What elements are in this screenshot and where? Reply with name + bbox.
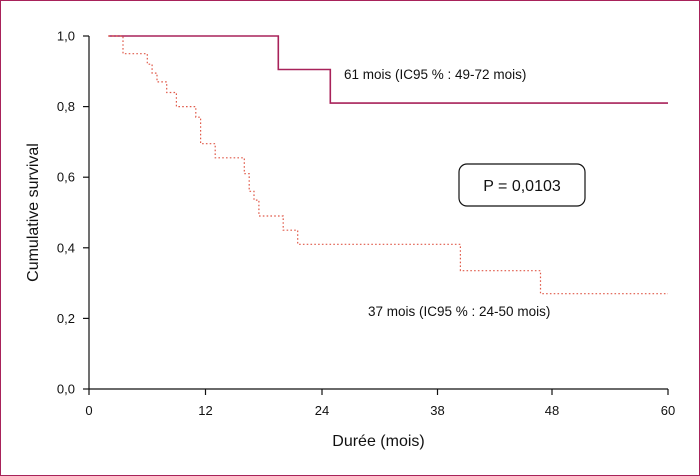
x-tick-label: 24 (315, 403, 329, 418)
y-tick-label: 0,4 (57, 240, 75, 255)
lower-survival-curve (108, 35, 668, 295)
axes (88, 36, 668, 390)
pvalue-text: P = 0,0103 (483, 178, 561, 195)
x-tick-label: 48 (545, 403, 559, 418)
upper-survival-curve (108, 35, 668, 104)
x-tick-label: 12 (198, 403, 212, 418)
y-ticks: 0,0 0,2 0,4 0,6 0,8 1,0 (57, 29, 89, 397)
lower-curve-annotation: 37 mois (IC95 % : 24-50 mois) (368, 304, 550, 319)
y-tick-label: 0,8 (57, 99, 75, 114)
pvalue-box: P = 0,0103 (458, 163, 586, 207)
y-tick-label: 1,0 (57, 29, 75, 44)
y-axis-title: Cumulative survival (25, 143, 42, 282)
y-tick-label: 0,0 (57, 382, 75, 397)
y-tick-label: 0,2 (57, 311, 75, 326)
x-ticks: 0 12 24 38 48 60 (85, 389, 675, 418)
x-tick-label: 0 (85, 403, 92, 418)
upper-curve-annotation: 61 mois (IC95 % : 49-72 mois) (344, 67, 526, 82)
pvalue-box-border (458, 163, 586, 207)
x-axis-title: Durée (mois) (332, 433, 424, 450)
y-tick-label: 0,6 (57, 170, 75, 185)
series-layer (108, 35, 668, 295)
x-tick-label: 38 (430, 403, 444, 418)
x-tick-label: 60 (661, 403, 675, 418)
